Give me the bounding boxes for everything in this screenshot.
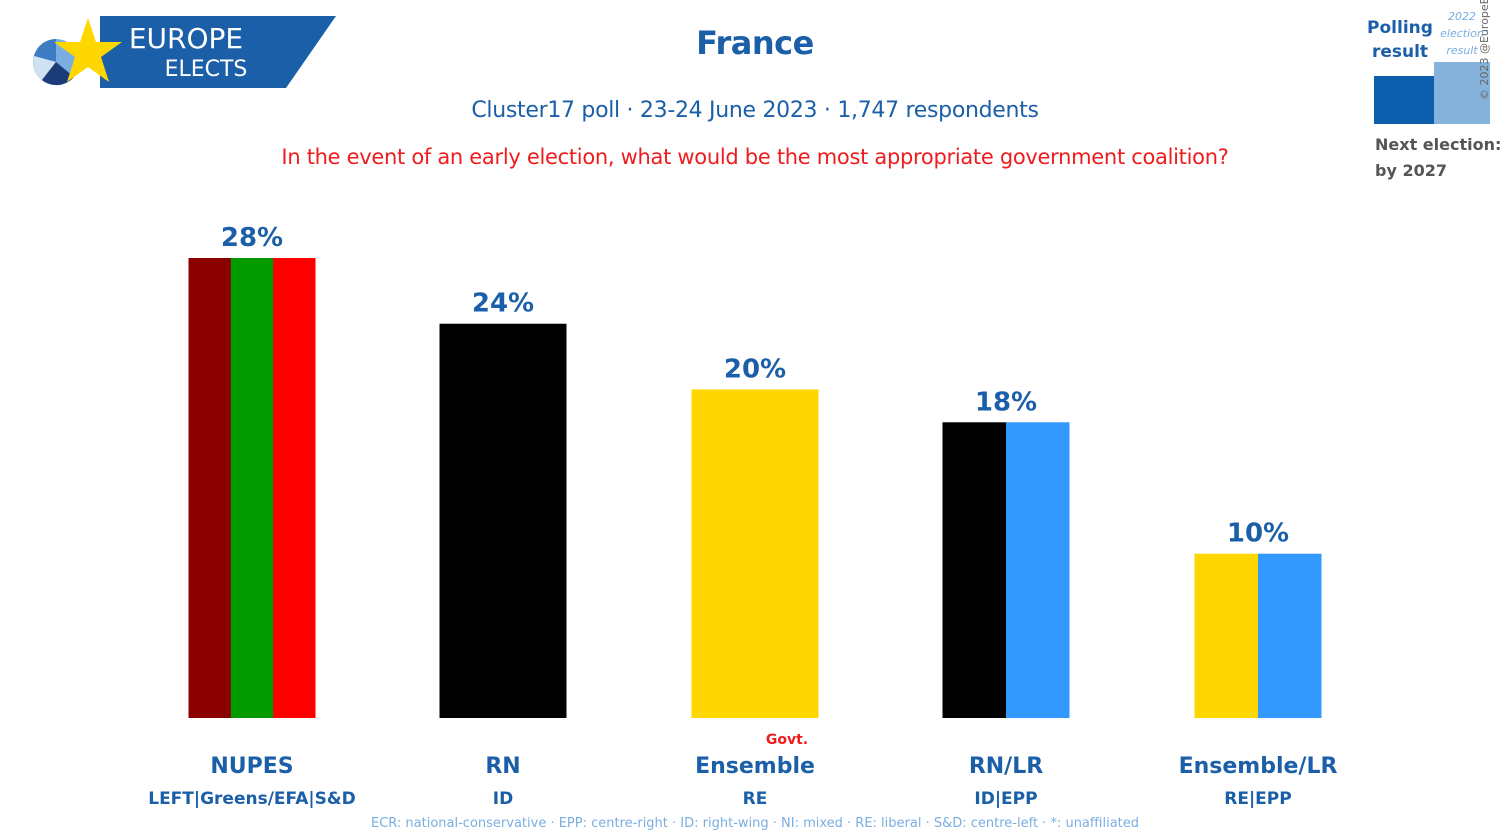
value-label-ensemble: 20% — [724, 354, 786, 384]
group-label-ensemble-lr: RE|EPP — [1224, 789, 1291, 809]
value-label-rn: 24% — [472, 289, 534, 319]
legend-election-line1: 2022 — [1448, 10, 1476, 23]
next-election-value: by 2027 — [1375, 161, 1447, 180]
bar-nupes-segment-2 — [230, 258, 274, 718]
group-label-ensemble: RE — [743, 789, 768, 809]
legend-election-label: 2022 election result — [1436, 8, 1488, 59]
poll-subtitle: Cluster17 poll · 23-24 June 2023 · 1,747… — [471, 98, 1039, 123]
legend-polling-line1: Polling — [1367, 18, 1433, 38]
govt-annotation: Govt. — [766, 732, 808, 748]
legend-election-line2: election — [1440, 27, 1484, 40]
value-label-rn-lr: 18% — [975, 387, 1037, 417]
europe-elects-logo: EUROPE ELECTS — [33, 16, 336, 88]
legend-polling-line2: result — [1371, 42, 1429, 62]
bar-rn-lr-segment-2 — [1006, 422, 1070, 718]
group-legend-footer: ECR: national-conservative · EPP: centre… — [370, 816, 1140, 831]
category-label-ensemble-lr: Ensemble/LR — [1179, 754, 1338, 779]
category-label-rn-lr: RN/LR — [969, 754, 1043, 779]
bar-rn-lr-segment-1 — [942, 422, 1007, 718]
legend-polling-swatch — [1374, 76, 1434, 124]
value-label-ensemble-lr: 10% — [1227, 519, 1289, 549]
brand-line2: ELECTS — [165, 57, 248, 82]
brand-line1: EUROPE — [129, 22, 243, 55]
group-label-rn: ID — [493, 789, 513, 809]
legend-polling-label: Polling result — [1360, 16, 1440, 64]
bar-rn — [439, 323, 567, 718]
group-label-nupes: LEFT|Greens/EFA|S&D — [148, 789, 356, 809]
bar-nupes-segment-1 — [188, 258, 232, 718]
bar-ensemble-lr-segment-2 — [1258, 553, 1322, 718]
category-label-rn: RN — [485, 754, 520, 779]
value-label-nupes: 28% — [221, 223, 283, 253]
bar-ensemble — [691, 389, 819, 718]
category-label-nupes: NUPES — [210, 754, 293, 779]
group-label-rn-lr: ID|EPP — [974, 789, 1037, 809]
next-election-label: Next election: — [1375, 135, 1502, 154]
poll-question: In the event of an early election, what … — [281, 145, 1229, 169]
bar-nupes-segment-3 — [273, 258, 316, 718]
next-election: Next election: by 2027 — [1375, 132, 1501, 184]
category-label-ensemble: Ensemble — [695, 754, 815, 779]
legend-election-swatch — [1434, 62, 1490, 124]
legend-election-line3: result — [1446, 44, 1478, 57]
bar-ensemble-lr-segment-1 — [1194, 553, 1259, 718]
page-title: France — [696, 24, 814, 62]
